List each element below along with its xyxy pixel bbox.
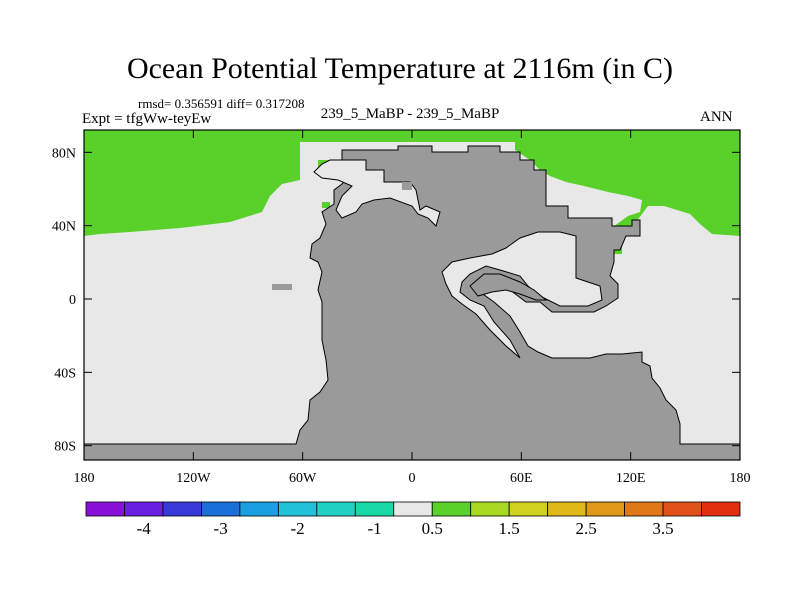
colorbar-swatch [162,501,202,517]
colorbar-swatch [85,501,125,517]
colorbar-swatch [239,501,279,517]
colorbar-swatch [662,501,702,517]
positive-region-north-strip [300,130,515,142]
comparison-label: 239_5_MaBP - 239_5_MaBP [320,106,500,122]
colorbar-swatch [431,501,472,517]
latitude-axis: 80N 40N 0 40S 80S [52,146,740,455]
lat-tick-label: 40N [52,220,76,235]
inner-sea-indian-arm [441,231,603,359]
colorbar-label: 0.5 [422,519,443,538]
longitude-axis: 180 120W 60W 0 60E 120E 180 [74,130,751,486]
lon-tick-label: 0 [409,471,416,486]
lon-tick-label: 180 [74,471,95,486]
colorbar-swatch [316,501,356,517]
colorbar-label: -3 [214,519,228,538]
colorbar: -4 -3 -2 -1 0.5 1.5 2.5 3.5 [85,501,741,538]
colorbar-swatch [201,501,241,517]
lat-tick-label: 0 [69,293,76,308]
colorbar-swatch [277,501,318,517]
colorbar-label: 1.5 [499,519,520,538]
inner-sea-inner-loop [469,273,548,301]
lon-tick-label: 120E [616,471,646,486]
land-speck-north [402,182,412,190]
colorbar-swatch [470,501,510,517]
colorbar-swatch [701,501,741,517]
colorbar-swatch [124,501,164,517]
colorbar-label: -4 [137,519,152,538]
positive-region-north-west [84,130,300,236]
colorbar-swatch [393,501,433,517]
colorbar-swatch [585,501,625,517]
lon-tick-label: 60E [510,471,533,486]
lon-tick-label: 60W [289,471,317,486]
colorbar-swatch [547,501,587,517]
lon-tick-label: 120W [176,471,211,486]
inner-sea-north [313,159,441,227]
experiment-label: Expt = tfgWw-teyEw [82,111,212,127]
stats-label: rmsd= 0.356591 diff= 0.317208 [138,96,305,111]
lat-tick-label: 80S [54,440,76,455]
colorbar-label: -1 [367,519,381,538]
season-label: ANN [700,109,733,125]
colorbar-swatch [354,501,395,517]
colorbar-swatch [508,501,549,517]
lon-tick-label: 180 [730,471,751,486]
colorbar-label: -2 [291,519,305,538]
plot-title: Ocean Potential Temperature at 2116m (in… [126,52,674,85]
lat-tick-label: 80N [52,146,76,161]
colorbar-label: 3.5 [652,519,673,538]
colorbar-swatch [624,501,664,517]
positive-region-north-east [515,130,740,244]
land-speck-pacific [272,284,292,290]
colorbar-label: 2.5 [575,519,596,538]
land-mass [84,145,740,460]
positive-spot-atlantic [322,202,330,208]
lat-tick-label: 40S [54,366,76,381]
